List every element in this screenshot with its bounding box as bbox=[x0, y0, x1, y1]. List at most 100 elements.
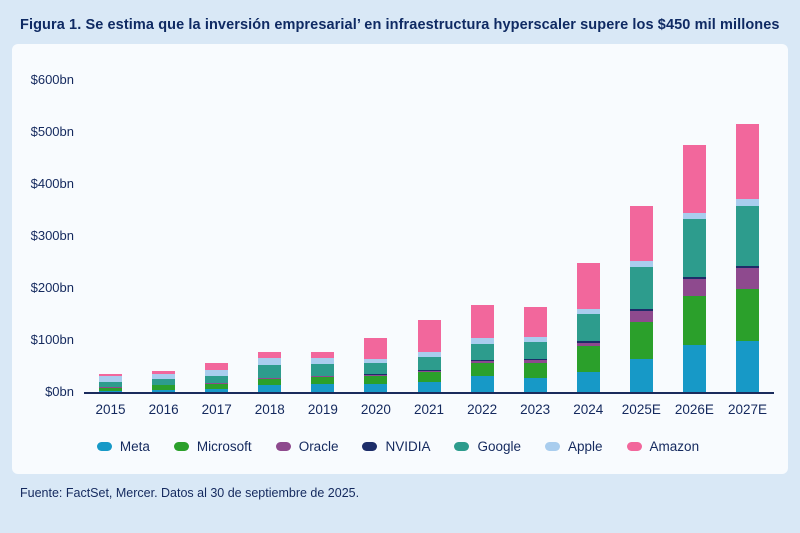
bar-segment-oracle bbox=[682, 279, 706, 296]
bar-column bbox=[668, 145, 721, 392]
legend-label: Meta bbox=[119, 439, 150, 454]
bar-segment-meta bbox=[99, 390, 123, 392]
chart: $600bn $500bn $400bn $300bn $200bn $100bn $0bn bbox=[22, 72, 774, 399]
bar-segment-microsoft bbox=[364, 375, 388, 384]
bar-segment-oracle bbox=[205, 383, 229, 385]
stacked-bar-2024 bbox=[576, 263, 600, 392]
bar-segment-apple bbox=[523, 336, 547, 343]
bar-segment-microsoft bbox=[470, 363, 494, 376]
bar-segment-oracle bbox=[99, 387, 123, 388]
x-tick-label: 2027E bbox=[727, 402, 767, 417]
x-tick-label: 2024 bbox=[573, 402, 604, 417]
y-tick-label: $200bn bbox=[30, 280, 74, 295]
stacked-bar-2021 bbox=[417, 319, 441, 392]
bar-segment-amazon bbox=[682, 145, 706, 213]
legend-swatch-icon bbox=[454, 442, 470, 451]
bar-segment-apple bbox=[99, 376, 123, 382]
bar-segment-meta bbox=[417, 382, 441, 392]
bar-segment-amazon bbox=[311, 351, 335, 359]
bar-segment-oracle bbox=[364, 375, 388, 376]
stacked-bar-2018 bbox=[258, 351, 282, 392]
bar-segment-google bbox=[417, 357, 441, 371]
x-tick-label: 2017 bbox=[201, 402, 232, 417]
bar-segment-meta bbox=[205, 388, 229, 392]
stacked-bar-2025e bbox=[629, 205, 653, 392]
bar-segment-amazon bbox=[735, 124, 759, 200]
bar-segment-meta bbox=[470, 375, 494, 392]
bar-segment-amazon bbox=[99, 373, 123, 377]
bar-segment-amazon bbox=[470, 305, 494, 339]
x-tick-label: 2023 bbox=[520, 402, 551, 417]
bar-segment-amazon bbox=[152, 370, 176, 375]
bar-segment-microsoft bbox=[311, 376, 335, 385]
bar-segment-apple bbox=[629, 260, 653, 267]
x-tick-label: 2016 bbox=[148, 402, 179, 417]
bar-segment-google bbox=[258, 364, 282, 378]
bar-column bbox=[615, 205, 668, 392]
bar-segment-amazon bbox=[576, 263, 600, 309]
bar-segment-google bbox=[364, 362, 388, 375]
bar-segment-oracle bbox=[470, 360, 494, 364]
bar-segment-microsoft bbox=[258, 378, 282, 385]
bar-segment-apple bbox=[364, 359, 388, 363]
bar-segment-nvidia bbox=[682, 276, 706, 280]
legend-swatch-icon bbox=[626, 442, 642, 451]
plot-area bbox=[84, 80, 774, 394]
bar-segment-google bbox=[205, 376, 229, 383]
stacked-bar-2022 bbox=[470, 305, 494, 392]
bar-segment-oracle bbox=[523, 359, 547, 364]
x-axis: 2015 2016 2017 2018 2019 2020 2021 2022 2023 2024… bbox=[84, 394, 774, 417]
bar-segment-google bbox=[682, 219, 706, 277]
bar-column bbox=[509, 306, 562, 392]
bar-segment-apple bbox=[576, 308, 600, 314]
bar-segment-google bbox=[152, 379, 176, 385]
bar-segment-meta bbox=[152, 389, 176, 392]
bar-segment-apple bbox=[258, 357, 282, 365]
bar-segment-microsoft bbox=[152, 385, 176, 390]
legend-label: Apple bbox=[568, 439, 603, 454]
bar-segment-google bbox=[629, 266, 653, 310]
bar-column bbox=[137, 370, 190, 392]
legend: Meta Microsoft Oracle NVIDIA Google Apple Amaz… bbox=[22, 439, 774, 454]
legend-label: Google bbox=[477, 439, 522, 454]
bar-segment-google bbox=[99, 381, 123, 388]
bar-segment-amazon bbox=[417, 319, 441, 352]
bar-segment-microsoft bbox=[735, 289, 759, 342]
bar-segment-google bbox=[470, 343, 494, 360]
x-tick-label: 2025E bbox=[621, 402, 661, 417]
legend-item-google: Google bbox=[454, 439, 521, 454]
stacked-bar-2027e bbox=[735, 124, 759, 392]
x-tick-label: 2015 bbox=[95, 402, 126, 417]
bar-segment-nvidia bbox=[523, 359, 547, 360]
bar-segment-amazon bbox=[629, 205, 653, 261]
bar-segment-apple bbox=[735, 199, 759, 206]
bar-column bbox=[456, 305, 509, 392]
bar-segment-microsoft bbox=[205, 384, 229, 389]
bar-segment-microsoft bbox=[576, 346, 600, 372]
bar-segment-meta bbox=[311, 384, 335, 392]
legend-swatch-icon bbox=[96, 442, 112, 451]
x-tick-label: 2018 bbox=[254, 402, 285, 417]
bar-segment-apple bbox=[152, 374, 176, 380]
bar-segment-microsoft bbox=[629, 322, 653, 359]
bar-segment-nvidia bbox=[364, 374, 388, 376]
bar-segment-google bbox=[576, 313, 600, 342]
bar-segment-meta bbox=[576, 371, 600, 392]
bar-segment-amazon bbox=[364, 338, 388, 360]
legend-swatch-icon bbox=[173, 442, 189, 451]
legend-label: Oracle bbox=[298, 439, 339, 454]
legend-item-apple: Apple bbox=[545, 439, 603, 454]
bar-column bbox=[402, 319, 455, 392]
bar-segment-amazon bbox=[205, 363, 229, 370]
x-tick-label: 2026E bbox=[674, 402, 714, 417]
bar-column bbox=[349, 338, 402, 392]
x-tick-label: 2020 bbox=[360, 402, 391, 417]
bar-segment-microsoft bbox=[523, 363, 547, 378]
bar-segment-nvidia bbox=[629, 309, 653, 312]
bar-segment-meta bbox=[629, 358, 653, 392]
stacked-bar-2023 bbox=[523, 306, 547, 392]
bar-segment-meta bbox=[682, 345, 706, 392]
bar-segment-meta bbox=[523, 377, 547, 392]
y-tick-label: $300bn bbox=[30, 228, 74, 243]
bar-segment-oracle bbox=[629, 311, 653, 323]
